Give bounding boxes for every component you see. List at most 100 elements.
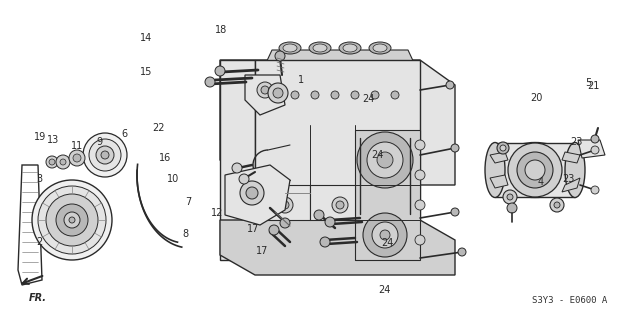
Text: 24: 24 (378, 284, 390, 295)
Circle shape (415, 170, 425, 180)
Ellipse shape (279, 42, 301, 54)
Text: 22: 22 (152, 123, 165, 133)
Text: 7: 7 (186, 196, 192, 207)
Ellipse shape (339, 42, 361, 54)
Circle shape (391, 91, 399, 99)
Circle shape (280, 218, 290, 228)
Circle shape (415, 140, 425, 150)
Polygon shape (578, 140, 605, 158)
Text: 8: 8 (182, 228, 189, 239)
Text: 21: 21 (588, 81, 600, 92)
Circle shape (351, 91, 359, 99)
Ellipse shape (343, 44, 357, 52)
Circle shape (503, 190, 517, 204)
Circle shape (336, 201, 344, 209)
Circle shape (331, 91, 339, 99)
Text: 1: 1 (298, 75, 304, 85)
Circle shape (591, 135, 599, 143)
Text: 13: 13 (47, 135, 60, 145)
Circle shape (281, 201, 289, 209)
Polygon shape (490, 152, 508, 163)
Text: 20: 20 (530, 92, 543, 103)
Circle shape (246, 187, 258, 199)
Polygon shape (562, 152, 580, 163)
Text: 4: 4 (538, 177, 544, 188)
Circle shape (451, 208, 459, 216)
Circle shape (291, 91, 299, 99)
Circle shape (240, 181, 264, 205)
Text: S3Y3 - E0600 A: S3Y3 - E0600 A (532, 296, 607, 305)
Circle shape (271, 91, 279, 99)
Text: 9: 9 (96, 137, 102, 148)
Circle shape (49, 159, 55, 165)
Text: 14: 14 (140, 33, 152, 44)
Polygon shape (255, 60, 420, 260)
Circle shape (451, 144, 459, 152)
Circle shape (257, 82, 273, 98)
Circle shape (371, 91, 379, 99)
Circle shape (277, 197, 293, 213)
Circle shape (500, 145, 506, 151)
Circle shape (415, 235, 425, 245)
Polygon shape (310, 185, 355, 220)
Text: 18: 18 (214, 25, 227, 36)
Circle shape (554, 202, 560, 208)
Polygon shape (265, 65, 415, 125)
Polygon shape (225, 165, 290, 225)
Circle shape (314, 210, 324, 220)
Ellipse shape (373, 44, 387, 52)
Circle shape (591, 186, 599, 194)
Circle shape (367, 142, 403, 178)
Circle shape (517, 152, 553, 188)
Circle shape (56, 204, 88, 236)
Circle shape (69, 150, 85, 166)
Polygon shape (265, 50, 415, 65)
Circle shape (380, 230, 390, 240)
Circle shape (591, 146, 599, 154)
Text: 11: 11 (70, 140, 83, 151)
Circle shape (215, 66, 225, 76)
Text: 6: 6 (122, 129, 128, 140)
Circle shape (46, 194, 98, 246)
Circle shape (320, 237, 330, 247)
Polygon shape (255, 185, 310, 220)
Circle shape (83, 133, 127, 177)
Text: 2: 2 (36, 236, 43, 247)
Circle shape (446, 81, 454, 89)
Circle shape (96, 146, 114, 164)
Polygon shape (220, 220, 455, 275)
Ellipse shape (495, 142, 575, 197)
Circle shape (372, 222, 398, 248)
Circle shape (38, 186, 106, 254)
Text: 23: 23 (562, 174, 575, 184)
Ellipse shape (485, 142, 505, 197)
Bar (337, 70, 353, 120)
Text: 23: 23 (570, 137, 582, 148)
Circle shape (357, 132, 413, 188)
Ellipse shape (565, 142, 585, 197)
Circle shape (525, 160, 545, 180)
Text: 12: 12 (211, 208, 224, 218)
Circle shape (232, 163, 242, 173)
Circle shape (46, 156, 58, 168)
Circle shape (415, 200, 425, 210)
Polygon shape (355, 130, 420, 260)
Polygon shape (490, 175, 508, 188)
Ellipse shape (283, 44, 297, 52)
Text: 3: 3 (36, 174, 43, 184)
Circle shape (377, 152, 393, 168)
Circle shape (507, 203, 517, 213)
Circle shape (56, 155, 70, 169)
Text: 17: 17 (256, 246, 269, 256)
Circle shape (60, 159, 66, 165)
Circle shape (69, 217, 75, 223)
Circle shape (311, 91, 319, 99)
Circle shape (332, 197, 348, 213)
Polygon shape (220, 60, 255, 260)
Circle shape (363, 213, 407, 257)
Text: 24: 24 (371, 150, 384, 160)
Circle shape (101, 151, 109, 159)
Text: 24: 24 (362, 94, 374, 104)
Circle shape (273, 88, 283, 98)
Text: 15: 15 (140, 67, 152, 77)
